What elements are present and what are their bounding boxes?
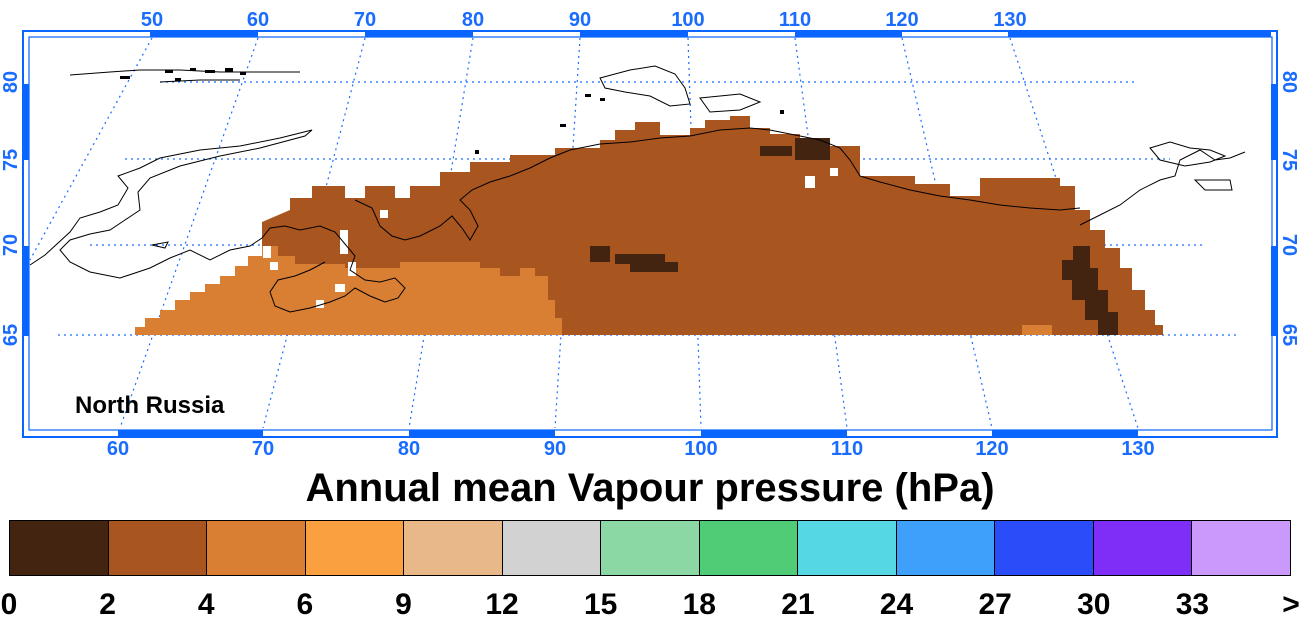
lon-label-bottom: 100 [684, 438, 717, 460]
map-title: Annual mean Vapour pressure (hPa) [305, 466, 995, 510]
legend-swatch [798, 521, 897, 575]
region-label: North Russia [75, 392, 225, 419]
color-legend [9, 520, 1291, 576]
lon-label-top: 50 [141, 9, 163, 31]
arctic-islands [120, 68, 784, 154]
lon-label-top: 100 [671, 9, 704, 31]
legend-swatch [699, 521, 799, 575]
legend-swatch [10, 521, 109, 575]
lon-label-top: 130 [993, 9, 1026, 31]
legend-swatch [207, 521, 306, 575]
legend-swatch [995, 521, 1094, 575]
left-latitude-labels: 80 75 70 65 [0, 71, 22, 346]
legend-tick-label: 27 [978, 588, 1012, 621]
legend-swatch [896, 521, 996, 575]
legend-tick-label: 15 [584, 588, 618, 621]
coastlines [29, 65, 1246, 313]
legend-tick-label: 24 [879, 588, 914, 621]
lat-label-right: 75 [1278, 149, 1300, 171]
lat-label-left: 80 [0, 71, 22, 93]
lon-label-bottom: 70 [252, 438, 274, 460]
legend-swatch [601, 521, 700, 575]
lon-label-top: 70 [354, 9, 376, 31]
field-4-6-east [1022, 325, 1052, 335]
lon-label-bottom: 130 [1121, 438, 1154, 460]
lat-label-left: 65 [0, 324, 22, 346]
right-latitude-labels: 80 75 70 65 [1278, 71, 1300, 346]
lon-label-top: 60 [247, 9, 269, 31]
field-0-2 [590, 138, 1118, 335]
lat-label-right: 70 [1278, 234, 1300, 256]
lon-label-bottom: 90 [544, 438, 566, 460]
legend-tick-label: 2 [99, 588, 116, 621]
map-panel: 50 60 70 80 90 100 110 120 130 60 70 80 … [0, 9, 1300, 460]
lon-label-bottom: 60 [107, 438, 129, 460]
lat-label-right: 65 [1278, 324, 1300, 346]
top-longitude-labels: 50 60 70 80 90 100 110 120 130 [141, 9, 1027, 31]
legend-swatch [1093, 521, 1193, 575]
bottom-longitude-labels: 60 70 80 90 100 110 120 130 [107, 438, 1155, 460]
legend-tick-label: 18 [682, 588, 716, 621]
legend-tick-label: 0 [0, 588, 18, 621]
lon-label-bottom: 110 [831, 438, 863, 460]
legend-tick-labels: 0 2 4 6 9 12 15 18 21 24 27 30 33 > [0, 588, 1300, 624]
legend-swatch [404, 521, 503, 575]
lon-label-top: 90 [569, 9, 591, 31]
legend-swatch [305, 521, 405, 575]
side-border-ticks [23, 84, 1277, 336]
legend-tick-label: 12 [485, 588, 519, 621]
lon-label-top: 120 [885, 9, 918, 31]
legend-swatch [108, 521, 208, 575]
missing-data-gaps [263, 168, 838, 308]
lon-label-bottom: 80 [398, 438, 420, 460]
legend-tick-label: 4 [197, 588, 215, 621]
legend-tick-label: 9 [395, 588, 412, 621]
lat-label-left: 70 [0, 234, 22, 256]
legend-tick-label: 33 [1175, 588, 1210, 621]
legend-swatch [502, 521, 602, 575]
field-4-6 [135, 246, 562, 335]
lat-label-right: 80 [1278, 71, 1300, 93]
lon-label-top: 80 [462, 9, 484, 31]
legend-tick-label: > [1282, 588, 1300, 621]
legend-swatch [1192, 521, 1290, 575]
lat-label-left: 75 [0, 149, 22, 171]
legend-tick-label: 6 [296, 588, 314, 621]
lon-label-top: 110 [779, 9, 811, 31]
legend-tick-label: 30 [1077, 588, 1111, 621]
legend-tick-label: 21 [781, 588, 815, 621]
lon-label-bottom: 120 [975, 438, 1008, 460]
